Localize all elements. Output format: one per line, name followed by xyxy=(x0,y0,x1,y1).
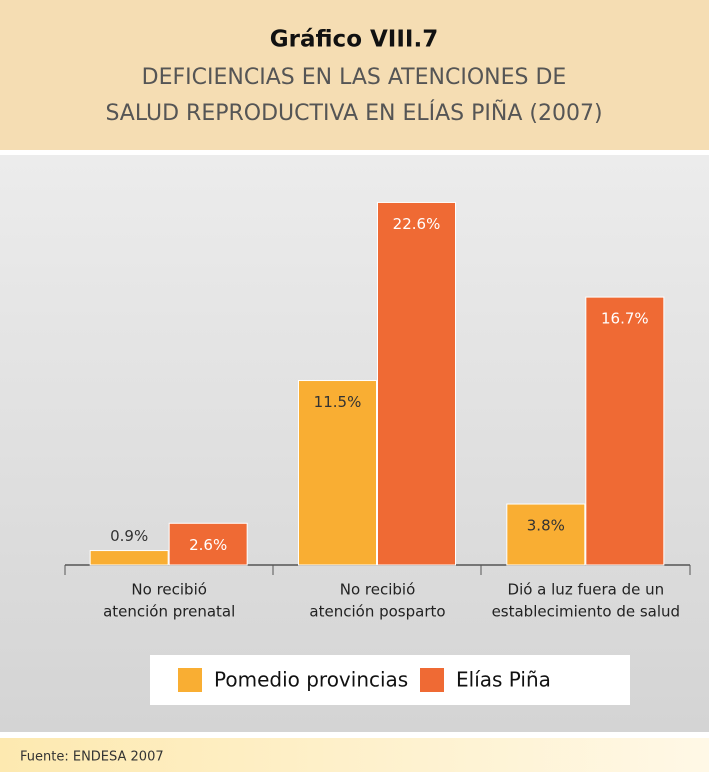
chart-subtitle: DEFICIENCIAS EN LAS ATENCIONES DE xyxy=(142,65,567,90)
bar xyxy=(168,522,248,566)
bar xyxy=(298,380,377,566)
value-label: 2.6% xyxy=(189,536,227,554)
legend-swatch xyxy=(178,668,202,692)
header-box xyxy=(0,0,709,150)
bar xyxy=(585,296,665,566)
x-tick-label: atención posparto xyxy=(309,603,445,621)
chart-subtitle: SALUD REPRODUCTIVA EN ELÍAS PIÑA (2007) xyxy=(105,99,602,126)
x-tick-label: establecimiento de salud xyxy=(492,603,681,621)
legend xyxy=(150,655,630,705)
value-label: 11.5% xyxy=(314,393,362,411)
bar xyxy=(89,550,169,566)
value-label: 16.7% xyxy=(601,310,649,328)
x-tick-label: No recibió xyxy=(340,581,416,599)
bar xyxy=(377,201,456,566)
x-tick-label: No recibió xyxy=(131,581,207,599)
x-tick-label: atención prenatal xyxy=(103,603,235,621)
chart-title: Gráfico VIII.7 xyxy=(270,27,438,53)
footer-band xyxy=(0,738,709,772)
legend-swatch xyxy=(420,668,444,692)
value-label: 22.6% xyxy=(393,215,441,233)
legend-label: Pomedio provincias xyxy=(214,668,408,692)
x-tick-label: Dió a luz fuera de un xyxy=(508,581,665,599)
value-label: 3.8% xyxy=(527,517,565,535)
bar xyxy=(506,503,586,566)
source: Fuente: ENDESA 2007 xyxy=(20,750,164,765)
value-label: 0.9% xyxy=(110,527,148,545)
legend-label: Elías Piña xyxy=(456,668,551,692)
